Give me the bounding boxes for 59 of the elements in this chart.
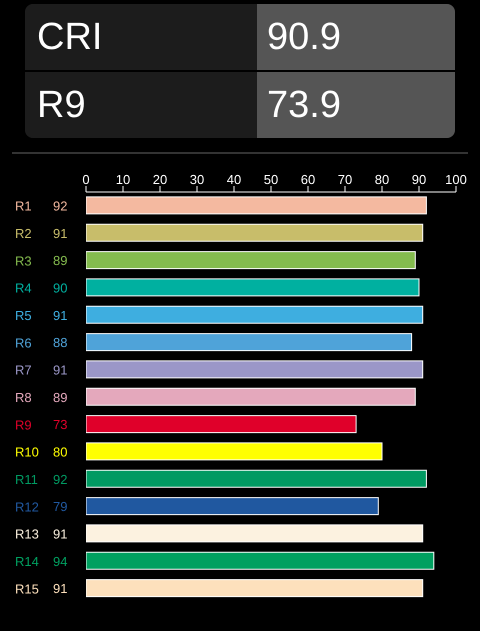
- x-tick-label: 80: [374, 172, 390, 187]
- bar: [86, 360, 424, 378]
- data-label: 89: [53, 390, 68, 405]
- x-tick-label: 20: [152, 172, 168, 187]
- bar: [86, 196, 427, 214]
- data-label: 92: [53, 472, 68, 487]
- y-tick-label: R13: [15, 526, 39, 542]
- bar: [86, 306, 424, 324]
- y-tick-label: R4: [15, 280, 32, 296]
- y-tick-label: R2: [15, 226, 32, 241]
- bar: [86, 442, 382, 460]
- data-label: 91: [53, 526, 68, 542]
- data-label: 88: [53, 335, 68, 350]
- y-tick-label: R10: [15, 444, 39, 460]
- y-tick-label: R15: [15, 581, 39, 596]
- bar: [86, 524, 424, 542]
- y-tick-label: R8: [15, 390, 32, 405]
- bar: [86, 470, 427, 488]
- y-tick-label: R11: [15, 472, 38, 487]
- data-label: 92: [53, 198, 68, 214]
- data-label: 80: [53, 444, 68, 460]
- data-label: 91: [53, 362, 68, 378]
- data-label: 73: [53, 417, 68, 432]
- bar: [86, 579, 424, 598]
- y-tick-label: R14: [15, 554, 39, 569]
- data-label: 79: [53, 499, 68, 514]
- bar: [86, 415, 357, 434]
- y-tick-label: R6: [15, 335, 32, 350]
- text: CRI: [25, 4, 257, 70]
- bar: [86, 333, 412, 352]
- x-tick-label: 90: [412, 172, 426, 187]
- data-label: 94: [53, 554, 68, 569]
- x-tick-label: 100: [445, 172, 467, 187]
- x-tick-label: 30: [190, 172, 204, 187]
- y-tick-label: R3: [15, 253, 32, 268]
- text: 73.9: [257, 72, 455, 138]
- data-label: 91: [53, 308, 68, 323]
- data-label: 91: [53, 226, 68, 241]
- text: 90.9: [257, 4, 455, 70]
- bar: [86, 251, 416, 270]
- x-tick-label: 50: [264, 172, 278, 187]
- y-tick-label: R9: [15, 417, 32, 432]
- bar: [86, 224, 424, 242]
- x-tick-label: 40: [226, 172, 242, 187]
- y-tick-label: R1: [15, 198, 32, 214]
- x-tick-label: 10: [116, 172, 130, 187]
- x-tick-label: 60: [300, 172, 316, 187]
- data-label: 91: [53, 581, 68, 596]
- bar: [86, 552, 434, 570]
- bar: [86, 278, 420, 296]
- y-tick-label: R5: [15, 308, 32, 323]
- y-tick-label: R12: [15, 499, 39, 514]
- bar: [86, 388, 416, 406]
- bar: [86, 497, 379, 516]
- data-label: 90: [53, 280, 68, 296]
- x-tick-label: 70: [338, 172, 352, 187]
- x-tick-label: 0: [82, 172, 90, 187]
- data-label: 89: [53, 253, 68, 268]
- y-tick-label: R7: [15, 362, 32, 378]
